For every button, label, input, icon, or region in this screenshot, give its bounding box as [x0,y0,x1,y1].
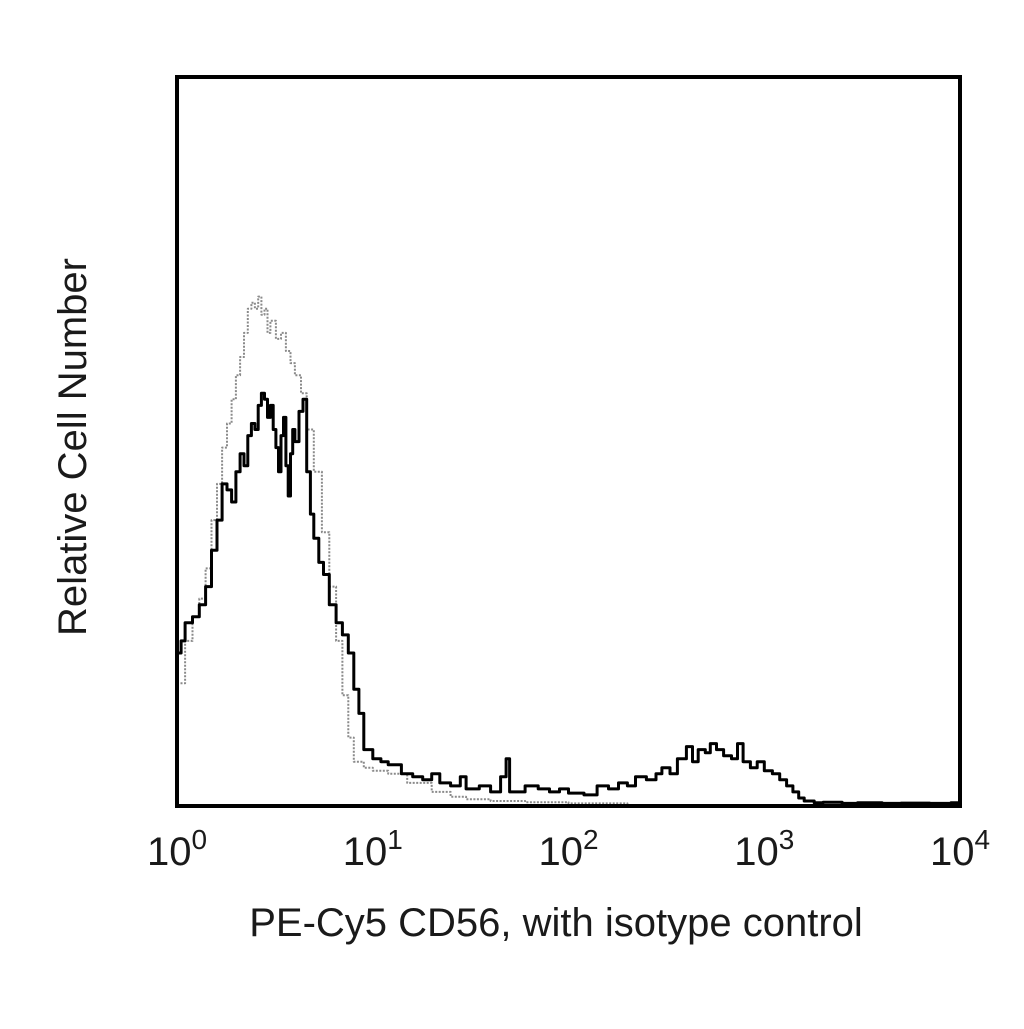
x-axis-label: PE-Cy5 CD56, with isotype control [249,901,863,945]
x-tick-label-3: 103 [734,824,794,874]
CD56-stained-histogram-line [177,391,962,805]
x-tick-label-2: 102 [538,824,598,874]
series-layer [177,295,962,805]
x-tick-label-0: 100 [147,824,207,874]
plot-frame [175,75,962,808]
isotype-control-histogram-line [177,295,629,805]
x-tick-label-1: 101 [343,824,403,874]
tick-layer: 100 101 102 103 104 [147,824,990,874]
y-axis-label: Relative Cell Number [51,258,95,636]
x-tick-label-4: 104 [930,824,990,874]
